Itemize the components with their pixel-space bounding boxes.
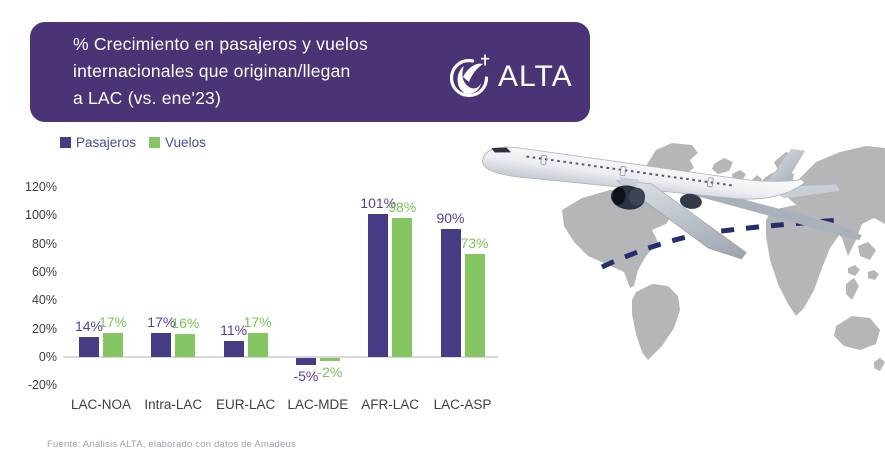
x-axis-category-label: EUR-LAC <box>215 397 276 412</box>
cockpit-windows <box>491 147 511 153</box>
legend-item-vuelos: Vuelos <box>149 135 206 150</box>
airplane-illustration <box>482 146 862 260</box>
y-axis-tick-label: 80% <box>31 236 57 251</box>
y-axis-tick-label: 0% <box>38 350 57 364</box>
bar-vuelos-AFR-LAC <box>392 218 413 357</box>
x-axis-category-label: LAC-NOA <box>70 397 131 412</box>
bar-pasajeros-Intra-LAC <box>151 332 172 357</box>
bar-vuelos-EUR-LAC <box>247 332 268 357</box>
bar-vuelos-Intra-LAC <box>175 334 196 357</box>
window-stripe <box>526 155 735 187</box>
far-engine <box>679 193 702 209</box>
y-axis-tick-label: 60% <box>31 264 57 279</box>
y-axis-tick-label: 100% <box>25 208 57 223</box>
x-axis-category-label: LAC-ASP <box>433 397 492 412</box>
x-axis-line <box>63 356 498 358</box>
x-axis-category-label: LAC-MDE <box>287 397 349 412</box>
page-title-line-1: % Crecimiento en pasajeros y vuelos <box>73 34 368 54</box>
x-axis-category-label: Intra-LAC <box>144 397 203 412</box>
page-title-line-2: internacionales que originan/llegan <box>73 61 351 81</box>
alta-logo-text: ALTA <box>498 59 573 93</box>
door <box>706 177 714 188</box>
bar-vuelos-LAC-NOA <box>103 332 123 357</box>
y-axis-tick-label: 20% <box>31 321 57 336</box>
door <box>540 154 548 165</box>
legend-label-pasajeros: Pasajeros <box>76 135 137 150</box>
tail-fin <box>763 148 806 191</box>
source-note: Fuente: Análisis ALTA, elaborado con dat… <box>47 439 296 450</box>
near-wing <box>616 180 747 260</box>
bar-value-label: 14% <box>74 318 104 335</box>
x-axis-category-label: AFR-LAC <box>361 397 420 412</box>
bar-value-label: 16% <box>171 315 200 332</box>
bar-value-label: 101% <box>360 194 397 211</box>
y-axis-tick-label: -20% <box>27 378 57 393</box>
bar-value-label: -2% <box>317 363 343 380</box>
bar-value-label: 90% <box>436 210 465 227</box>
page-title: % Crecimiento en pasajeros y vuelos inte… <box>73 31 433 112</box>
y-axis-tick-label: 40% <box>31 293 57 308</box>
door <box>619 166 627 177</box>
bar-value-label: 17% <box>243 313 272 330</box>
bar-pasajeros-LAC-MDE <box>295 358 316 366</box>
legend-label-vuelos: Vuelos <box>165 135 206 150</box>
bar-pasajeros-AFR-LAC <box>368 213 389 357</box>
bar-value-label: -5% <box>293 368 319 385</box>
bar-pasajeros-EUR-LAC <box>223 341 244 357</box>
bar-value-label: 98% <box>388 199 417 216</box>
y-axis-tick-label: 120% <box>25 179 57 194</box>
tiny-plane-icon <box>481 54 490 66</box>
alta-logo: ALTA <box>448 53 573 100</box>
engine-cowl <box>628 187 646 206</box>
bar-value-label: 17% <box>98 313 128 330</box>
engine-intake <box>612 187 626 206</box>
bar-value-label: 11% <box>220 322 248 339</box>
bar-value-label: 17% <box>147 313 176 330</box>
page-title-line-3: a LAC (vs. ene'23) <box>73 88 221 108</box>
legend-swatch-vuelos <box>149 137 161 148</box>
header-banner: % Crecimiento en pasajeros y vuelos inte… <box>30 22 590 122</box>
chart-legend: Pasajeros Vuelos <box>60 135 206 150</box>
bar-pasajeros-LAC-ASP <box>440 229 461 357</box>
globe-swoosh-plane-icon <box>449 54 490 98</box>
legend-item-pasajeros: Pasajeros <box>60 135 136 150</box>
bar-vuelos-LAC-MDE <box>319 358 340 361</box>
legend-swatch-pasajeros <box>60 137 71 148</box>
bar-pasajeros-LAC-NOA <box>79 337 99 357</box>
